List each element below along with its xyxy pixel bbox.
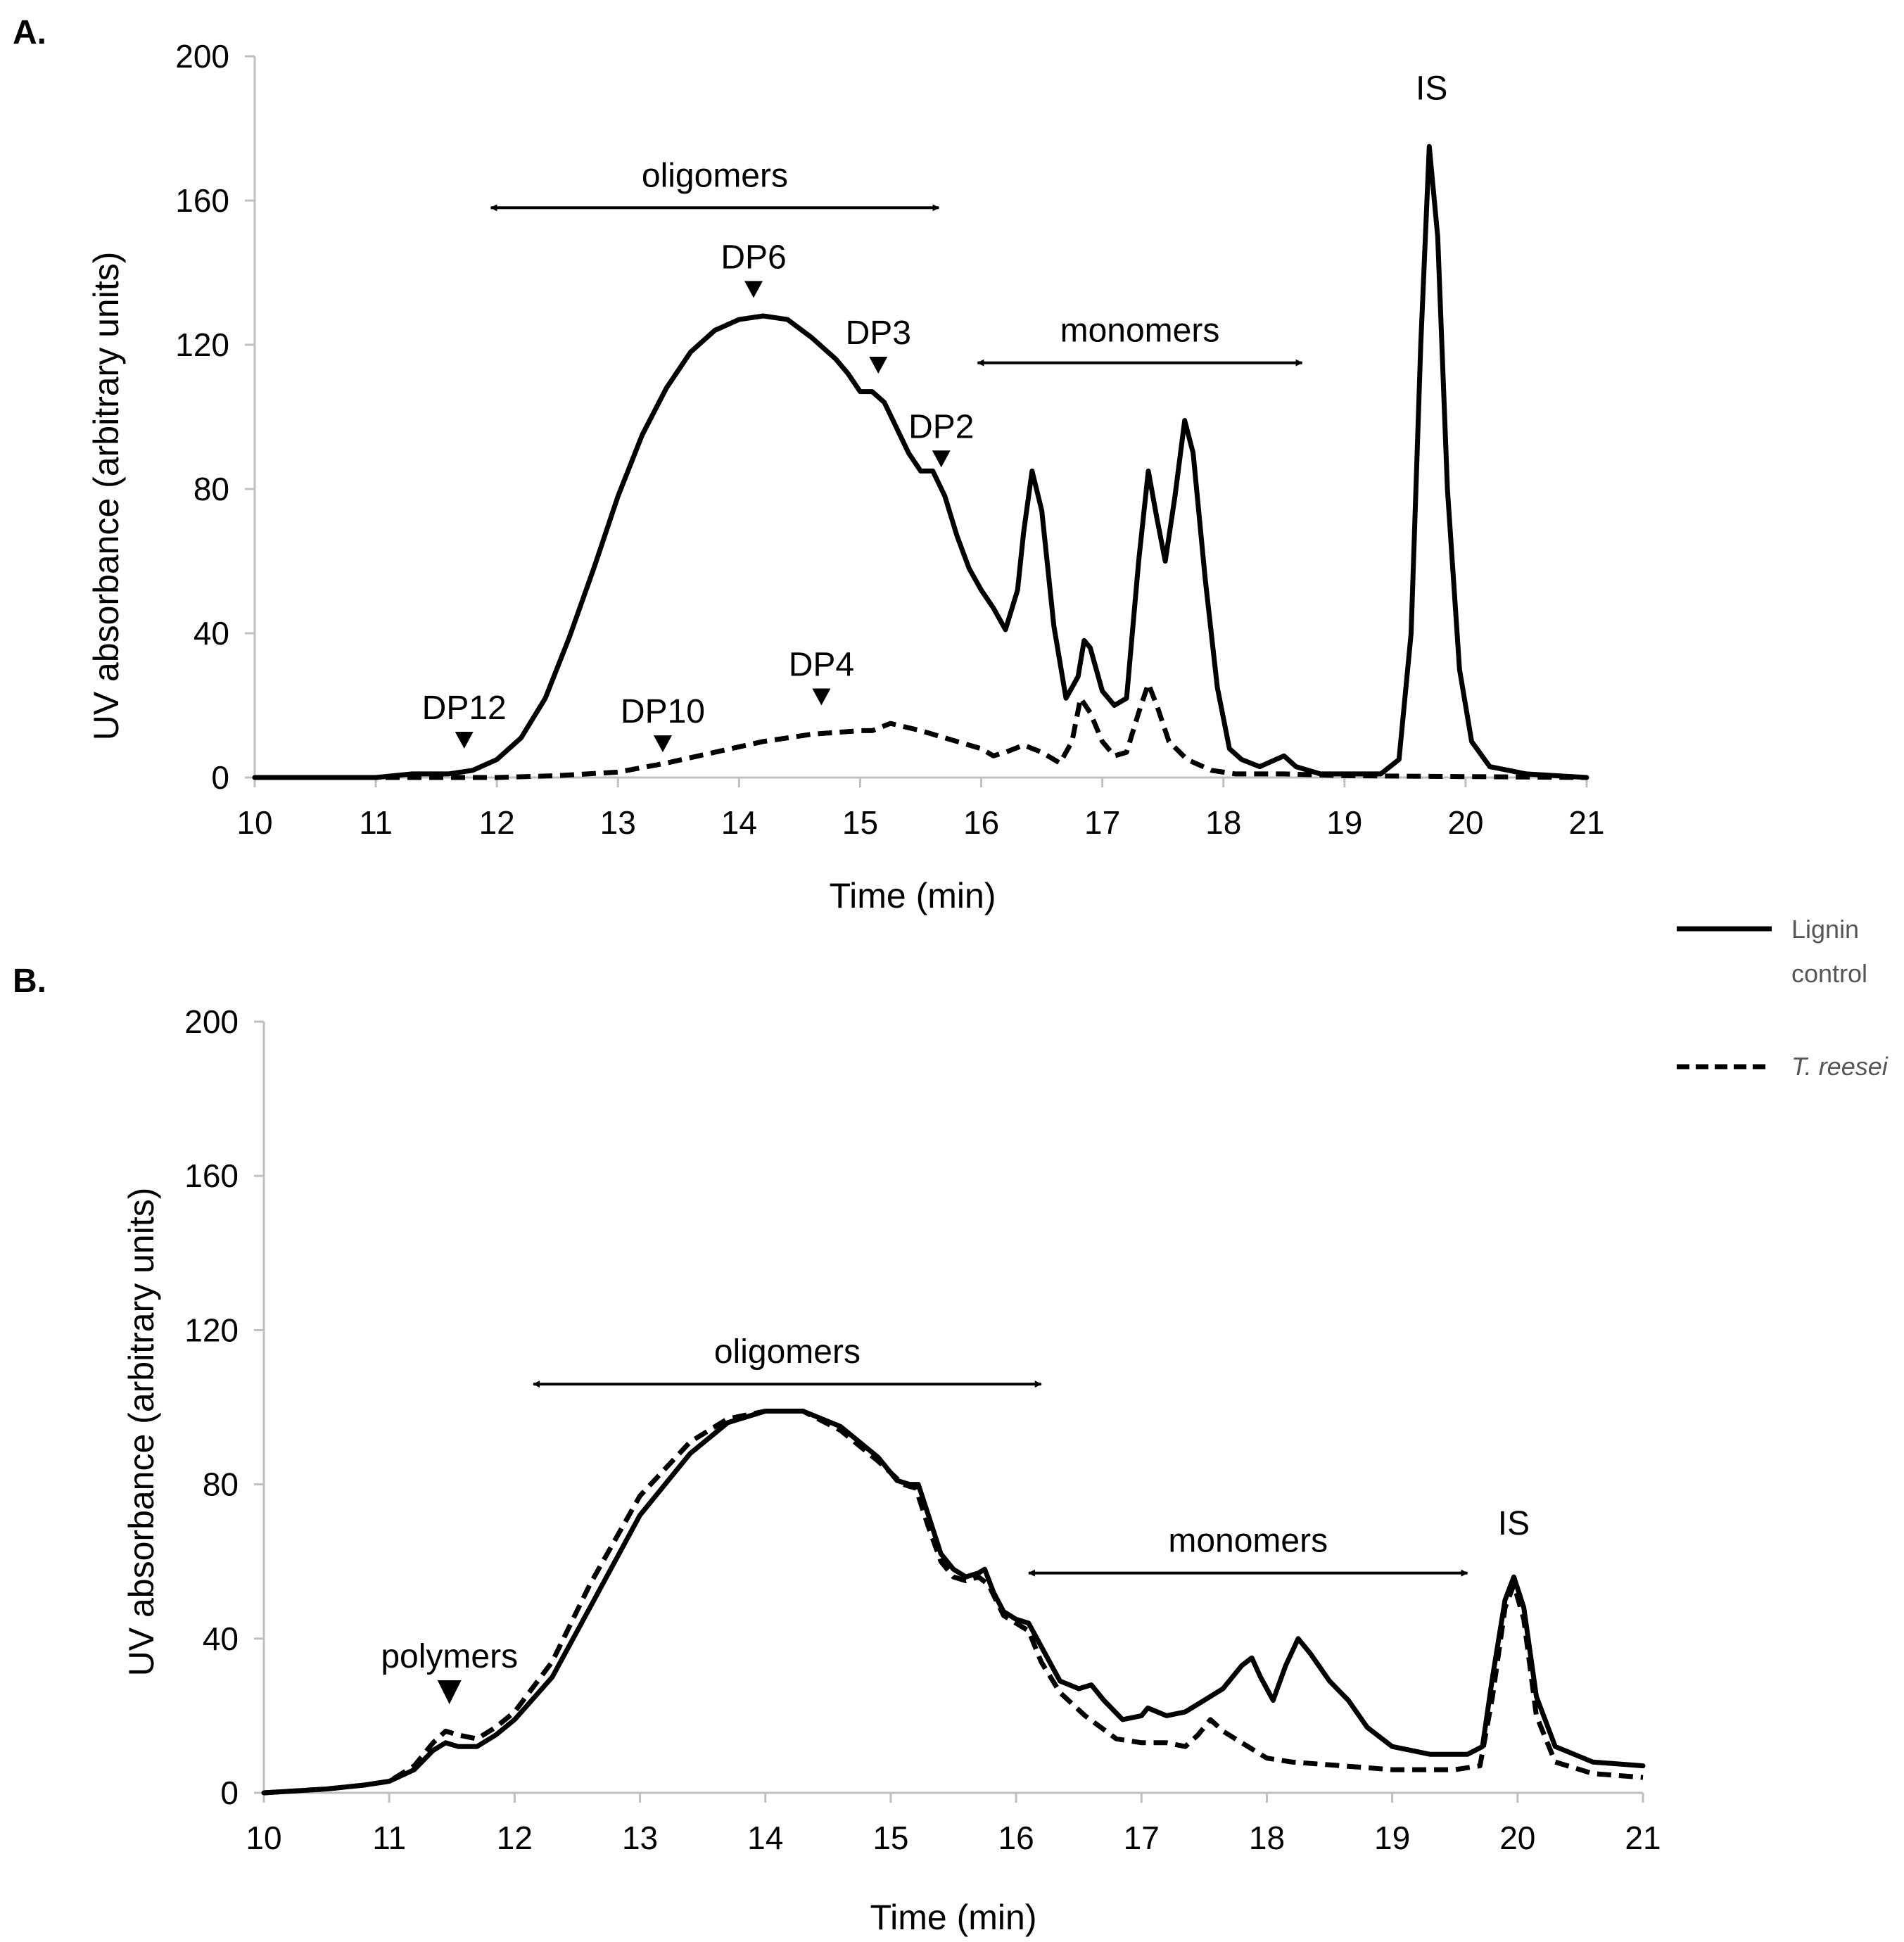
y-tick-label: 0 (220, 1775, 239, 1811)
x-tick-label: 18 (1249, 1820, 1285, 1856)
annotation-dp10: DP10 (621, 693, 705, 730)
panel-a-y-axis-title: UV absorbance (arbitrary units) (87, 252, 126, 741)
panel-b: B. 0 40 80 120 160 200 10 11 12 13 14 15 16 17 18 19 20 2… (13, 963, 1661, 1937)
panel-b-y-axis-title: UV absorbance (arbitrary units) (122, 1188, 161, 1677)
annotation-monomers: monomers (1168, 1523, 1328, 1560)
y-tick-label: 120 (184, 1312, 239, 1348)
annotation-dp6: DP6 (721, 239, 786, 276)
panel-a: A. 0 40 80 120 160 200 10 11 12 13 14 15 16 17 18 19 20 2… (13, 14, 1605, 915)
panel-b-x-axis-title: Time (min) (870, 1898, 1036, 1937)
x-tick-label: 11 (359, 804, 393, 841)
x-tick-label: 15 (842, 804, 878, 841)
marker-triangle-dp2 (932, 450, 951, 468)
legend-label-lignin-line2: control (1791, 959, 1867, 988)
plot-a-area: 0 40 80 120 160 200 10 11 12 13 14 15 16 17 18 19 20 21 ol… (175, 38, 1604, 841)
x-tick-label: 19 (1326, 804, 1362, 841)
marker-triangle-dp6 (744, 281, 763, 298)
x-tick-label: 18 (1205, 804, 1241, 841)
legend-label-lignin-line1: Lignin (1791, 915, 1859, 944)
x-tick-label: 12 (479, 804, 515, 841)
y-tick-label: 200 (175, 38, 229, 75)
y-tick-label: 200 (184, 1003, 239, 1040)
marker-triangle-polymers (437, 1680, 462, 1704)
annotation-dp12: DP12 (422, 690, 507, 727)
x-tick-label: 20 (1499, 1820, 1535, 1856)
annotation-monomers: monomers (1060, 312, 1220, 350)
legend: Lignin control T. reesei (1677, 915, 1889, 1081)
x-tick-label: 17 (1124, 1820, 1160, 1856)
y-tick-label: 160 (175, 182, 229, 219)
marker-triangle-dp10 (653, 735, 672, 753)
x-tick-label: 16 (998, 1820, 1034, 1856)
annotation-oligomers: oligomers (714, 1333, 861, 1371)
annotation-dp2: DP2 (908, 408, 974, 445)
y-tick-label: 40 (193, 615, 229, 652)
panel-a-label: A. (13, 14, 46, 51)
y-tick-label: 80 (193, 471, 229, 507)
plot-b-area: 0 40 80 120 160 200 10 11 12 13 14 15 16 17 18 19 20 21 ol… (184, 1003, 1661, 1856)
x-tick-label: 14 (747, 1820, 783, 1856)
x-tick-label: 19 (1374, 1820, 1410, 1856)
marker-triangle-dp12 (455, 732, 474, 749)
y-tick-label: 120 (175, 326, 229, 363)
annotation-is: IS (1498, 1505, 1530, 1542)
y-tick-label: 80 (203, 1466, 239, 1503)
series-line-t-reesei (263, 1409, 1644, 1796)
x-tick-label: 13 (622, 1820, 658, 1856)
series-line-lignin-control (252, 144, 1589, 780)
annotation-dp3: DP3 (846, 315, 911, 352)
x-tick-label: 10 (236, 804, 272, 841)
panel-b-label: B. (13, 963, 46, 1000)
legend-label-t-reesei: T. reesei (1791, 1052, 1889, 1081)
annotation-dp4: DP4 (789, 647, 854, 684)
y-tick-label: 40 (203, 1620, 239, 1657)
marker-triangle-dp4 (812, 688, 831, 706)
x-tick-label: 15 (872, 1820, 908, 1856)
x-tick-label: 16 (963, 804, 999, 841)
x-tick-label: 21 (1625, 1820, 1661, 1856)
x-tick-label: 20 (1447, 804, 1483, 841)
annotation-polymers: polymers (381, 1638, 518, 1675)
x-tick-label: 14 (721, 804, 757, 841)
x-tick-label: 17 (1084, 804, 1120, 841)
series-line-t-reesei (255, 681, 1587, 780)
panel-a-x-axis-title: Time (min) (829, 876, 996, 915)
x-tick-label: 11 (372, 1820, 406, 1856)
x-tick-label: 13 (600, 804, 636, 841)
series-line-lignin-control (261, 1409, 1646, 1796)
x-tick-label: 10 (246, 1820, 281, 1856)
marker-triangle-dp3 (869, 357, 888, 374)
y-tick-label: 160 (184, 1157, 239, 1194)
x-tick-label: 12 (497, 1820, 533, 1856)
annotation-is: IS (1416, 70, 1447, 108)
y-tick-label: 0 (211, 759, 229, 796)
annotation-oligomers: oligomers (642, 157, 788, 194)
x-tick-label: 21 (1568, 804, 1604, 841)
